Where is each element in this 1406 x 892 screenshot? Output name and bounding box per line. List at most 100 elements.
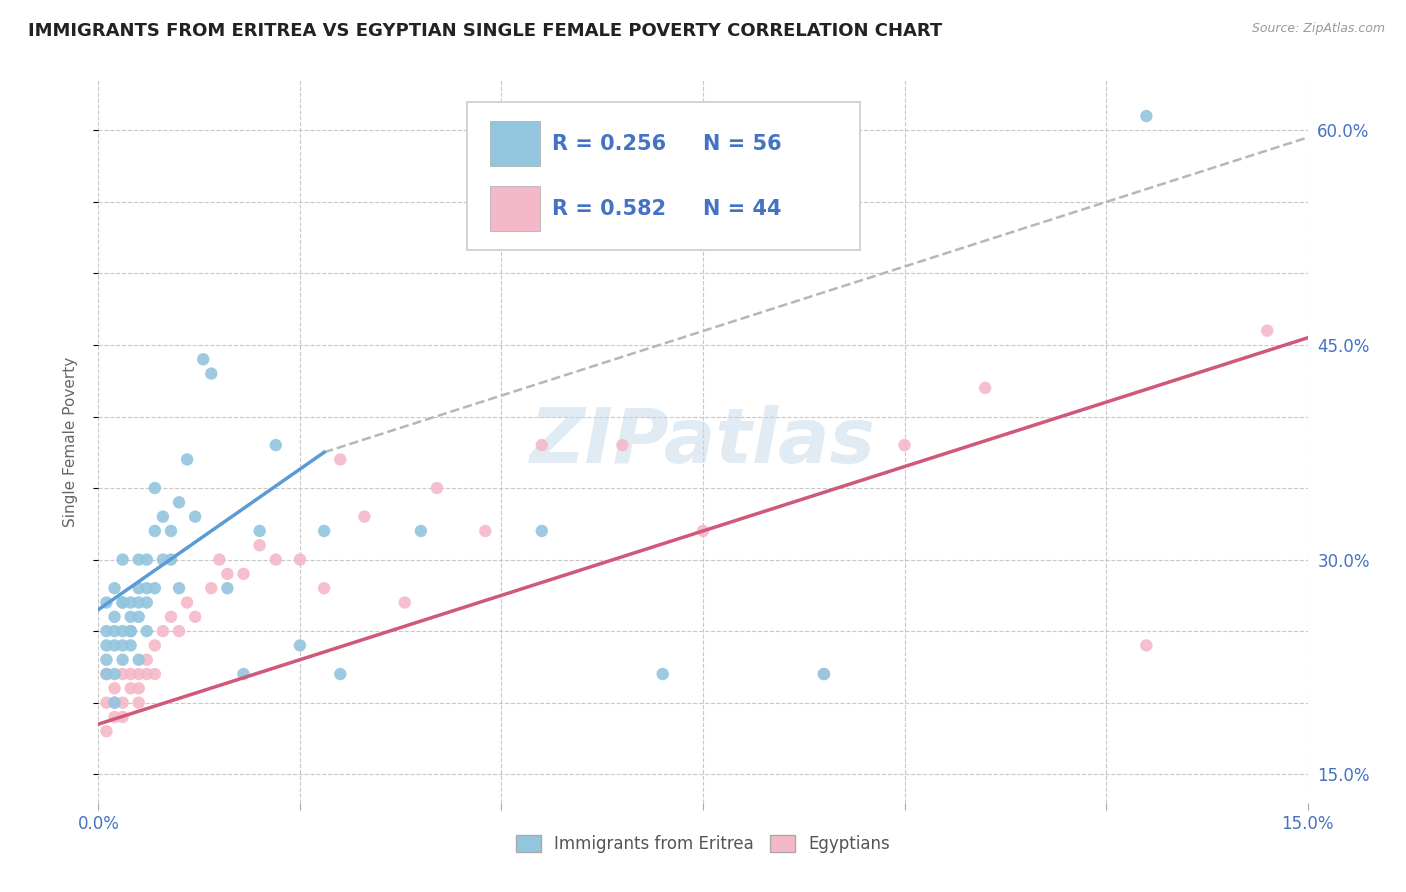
Point <box>120 624 142 639</box>
Point <box>128 595 150 609</box>
Point <box>135 595 157 609</box>
Point <box>692 524 714 538</box>
Point <box>813 667 835 681</box>
Point <box>232 566 254 581</box>
Point <box>152 552 174 566</box>
Point <box>128 667 150 681</box>
Point <box>152 509 174 524</box>
Point <box>103 609 125 624</box>
Point <box>96 624 118 639</box>
Point <box>111 667 134 681</box>
Point <box>612 438 634 452</box>
Point <box>232 667 254 681</box>
Point <box>974 381 997 395</box>
Point <box>143 481 166 495</box>
Point <box>128 552 150 566</box>
Point <box>96 639 118 653</box>
Point <box>314 524 336 538</box>
Point <box>143 524 166 538</box>
Point <box>394 595 416 609</box>
Point <box>184 509 207 524</box>
Point <box>530 524 553 538</box>
Point <box>111 595 134 609</box>
Point <box>208 552 231 566</box>
Point <box>426 481 449 495</box>
Point <box>176 452 198 467</box>
Point <box>217 566 239 581</box>
Point <box>103 696 125 710</box>
Point <box>249 538 271 552</box>
Point <box>264 552 287 566</box>
Text: IMMIGRANTS FROM ERITREA VS EGYPTIAN SINGLE FEMALE POVERTY CORRELATION CHART: IMMIGRANTS FROM ERITREA VS EGYPTIAN SING… <box>28 22 942 40</box>
Point <box>135 624 157 639</box>
Point <box>135 552 157 566</box>
Point <box>111 595 134 609</box>
Point <box>1256 324 1278 338</box>
Point <box>176 595 198 609</box>
Text: N = 44: N = 44 <box>703 199 782 219</box>
Point <box>128 696 150 710</box>
Point <box>249 524 271 538</box>
Point <box>120 595 142 609</box>
Point <box>813 667 835 681</box>
Point <box>96 653 118 667</box>
Point <box>1135 109 1157 123</box>
Point <box>111 696 134 710</box>
Point <box>120 639 142 653</box>
Point <box>103 667 125 681</box>
Point <box>103 681 125 696</box>
Point <box>143 639 166 653</box>
Point <box>329 452 352 467</box>
Point <box>128 653 150 667</box>
Point <box>143 581 166 595</box>
Point <box>409 524 432 538</box>
Point <box>103 581 125 595</box>
Point <box>217 581 239 595</box>
FancyBboxPatch shape <box>467 102 860 250</box>
Point <box>1135 639 1157 653</box>
Point <box>184 609 207 624</box>
Legend: Immigrants from Eritrea, Egyptians: Immigrants from Eritrea, Egyptians <box>509 828 897 860</box>
Point <box>152 624 174 639</box>
Point <box>200 367 222 381</box>
Point <box>288 552 311 566</box>
Point <box>651 667 673 681</box>
Point <box>329 667 352 681</box>
Point <box>96 667 118 681</box>
Point <box>111 624 134 639</box>
Point <box>103 710 125 724</box>
Point <box>103 696 125 710</box>
Point <box>160 524 183 538</box>
Point <box>353 509 375 524</box>
Point <box>128 681 150 696</box>
Point <box>288 639 311 653</box>
Point <box>135 653 157 667</box>
Point <box>111 653 134 667</box>
Point <box>135 667 157 681</box>
Point <box>160 552 183 566</box>
Text: R = 0.582: R = 0.582 <box>551 199 666 219</box>
FancyBboxPatch shape <box>491 121 540 166</box>
Y-axis label: Single Female Poverty: Single Female Poverty <box>63 357 77 526</box>
Point <box>120 667 142 681</box>
Point <box>128 581 150 595</box>
Point <box>193 352 215 367</box>
Point <box>167 581 190 595</box>
Point <box>120 609 142 624</box>
Point <box>96 724 118 739</box>
Point <box>167 624 190 639</box>
Point <box>135 581 157 595</box>
Point <box>893 438 915 452</box>
Point <box>530 438 553 452</box>
Text: Source: ZipAtlas.com: Source: ZipAtlas.com <box>1251 22 1385 36</box>
Point <box>160 609 183 624</box>
Point <box>200 581 222 595</box>
Point <box>120 624 142 639</box>
Point <box>103 624 125 639</box>
Point <box>96 696 118 710</box>
Point <box>111 710 134 724</box>
Point <box>143 667 166 681</box>
Text: N = 56: N = 56 <box>703 134 782 153</box>
Point <box>111 552 134 566</box>
Point <box>96 667 118 681</box>
